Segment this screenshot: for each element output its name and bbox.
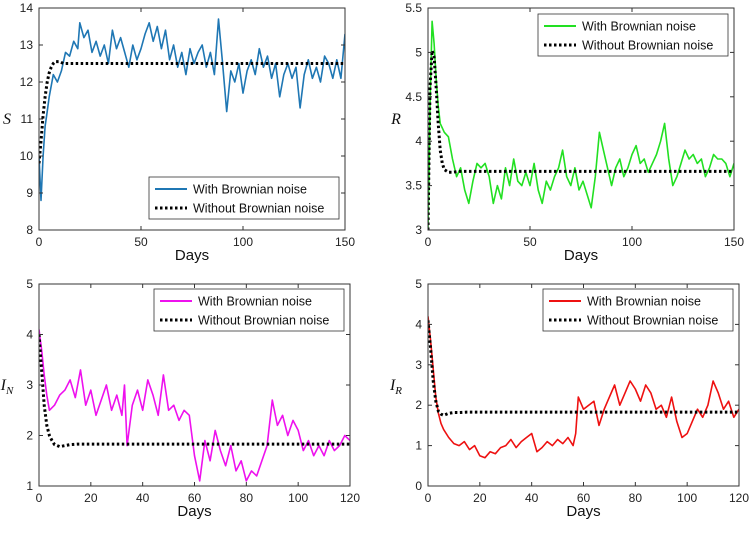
x-tick-label: 120 (340, 491, 360, 505)
legend-label: With Brownian noise (587, 295, 701, 309)
y-tick-label: 2 (26, 429, 33, 443)
legend-box (537, 13, 729, 57)
y-axis-label-main: I (0, 377, 7, 394)
y-tick-label: 0 (415, 479, 422, 493)
legend-label: With Brownian noise (193, 183, 307, 197)
legend-label: Without Brownian noise (587, 314, 718, 328)
y-axis-label-subscript: R (394, 385, 402, 397)
y-tick-label: 5 (26, 277, 33, 291)
x-tick-label: 100 (622, 235, 642, 249)
legend-box (542, 288, 734, 332)
legend-label: With Brownian noise (582, 20, 696, 34)
x-tick-label: 50 (134, 235, 148, 249)
y-tick-label: 3 (415, 358, 422, 372)
chart-panel-1: 0 50 100 150 8 9 10 11 12 13 14 Days S With Brownian … (3, 1, 355, 264)
y-tick-label: 11 (21, 112, 34, 126)
y-tick-label: 3 (26, 378, 33, 392)
y-axis-label-main: S (3, 111, 11, 128)
x-tick-label: 0 (425, 491, 432, 505)
x-tick-label: 20 (84, 491, 98, 505)
series-line-with-noise (428, 316, 739, 459)
chart-panel-4: 0 20 40 60 80 100 120 0 1 2 3 4 5 Days IR With Brownian… (389, 277, 749, 520)
x-tick-label: 60 (577, 491, 591, 505)
x-tick-label: 100 (288, 491, 308, 505)
series-line-without-noise (39, 334, 350, 449)
x-tick-label: 0 (36, 235, 43, 249)
x-tick-label: 100 (677, 491, 697, 505)
series-line-without-noise (428, 49, 734, 230)
legend: With Brownian noise Without Brownian nois… (148, 176, 340, 220)
legend-label: Without Brownian noise (582, 39, 713, 53)
y-tick-label: 10 (20, 149, 34, 163)
chart-panel-2: 0 50 100 150 3 3.5 4 4.5 5 5.5 Days R With Brownian … (390, 1, 744, 264)
x-tick-label: 60 (188, 491, 202, 505)
series-line-without-noise (428, 320, 739, 417)
y-axis-label: IR (389, 377, 402, 397)
y-tick-label: 5 (415, 277, 422, 291)
x-axis-label: Days (175, 247, 209, 264)
series-line-with-noise (39, 18, 345, 202)
x-tick-label: 20 (473, 491, 487, 505)
x-tick-label: 120 (729, 491, 749, 505)
legend-label: Without Brownian noise (193, 202, 324, 216)
legend-box (148, 176, 340, 220)
y-axis-label-main: I (389, 377, 396, 394)
y-tick-label: 3 (415, 223, 422, 237)
legend: With Brownian noise Without Brownian nois… (537, 13, 729, 57)
x-tick-label: 40 (525, 491, 539, 505)
x-tick-label: 80 (240, 491, 254, 505)
y-tick-label: 3.5 (405, 179, 422, 193)
y-tick-label: 5 (415, 45, 422, 59)
x-tick-label: 150 (724, 235, 744, 249)
x-tick-label: 50 (523, 235, 537, 249)
y-tick-label: 1 (415, 439, 422, 453)
series-line-without-noise (39, 60, 345, 164)
y-tick-label: 4.5 (405, 90, 422, 104)
y-tick-label: 2 (415, 398, 422, 412)
y-tick-label: 14 (20, 1, 34, 15)
y-tick-label: 4 (415, 134, 422, 148)
legend-label: Without Brownian noise (198, 314, 329, 328)
plot-frame (427, 7, 735, 231)
x-tick-label: 0 (425, 235, 432, 249)
y-tick-label: 9 (26, 186, 33, 200)
y-tick-label: 8 (26, 223, 33, 237)
x-axis-label: Days (566, 503, 600, 520)
x-tick-label: 100 (233, 235, 253, 249)
legend-label: With Brownian noise (198, 295, 312, 309)
x-tick-label: 40 (136, 491, 150, 505)
x-axis-label: Days (177, 503, 211, 520)
y-axis-label: S (3, 111, 11, 128)
y-tick-label: 1 (26, 479, 33, 493)
y-tick-label: 4 (415, 317, 422, 331)
y-tick-label: 4 (26, 328, 33, 342)
y-axis-label-main: R (390, 111, 401, 128)
y-tick-label: 5.5 (405, 1, 422, 15)
legend: With Brownian noise Without Brownian nois… (153, 288, 345, 332)
y-tick-label: 13 (20, 38, 34, 52)
y-tick-label: 12 (20, 75, 34, 89)
series-line-with-noise (39, 329, 350, 482)
legend: With Brownian noise Without Brownian nois… (542, 288, 734, 332)
chart-panel-3: 0 20 40 60 80 100 120 1 2 3 4 5 Days IN With Brownian … (0, 277, 360, 520)
series-line-with-noise (428, 20, 734, 230)
y-axis-label: R (390, 111, 401, 128)
x-tick-label: 80 (629, 491, 643, 505)
y-axis-label-subscript: N (5, 385, 14, 397)
y-axis-label: IN (0, 377, 14, 397)
x-tick-label: 150 (335, 235, 355, 249)
legend-box (153, 288, 345, 332)
x-axis-label: Days (564, 247, 598, 264)
x-tick-label: 0 (36, 491, 43, 505)
